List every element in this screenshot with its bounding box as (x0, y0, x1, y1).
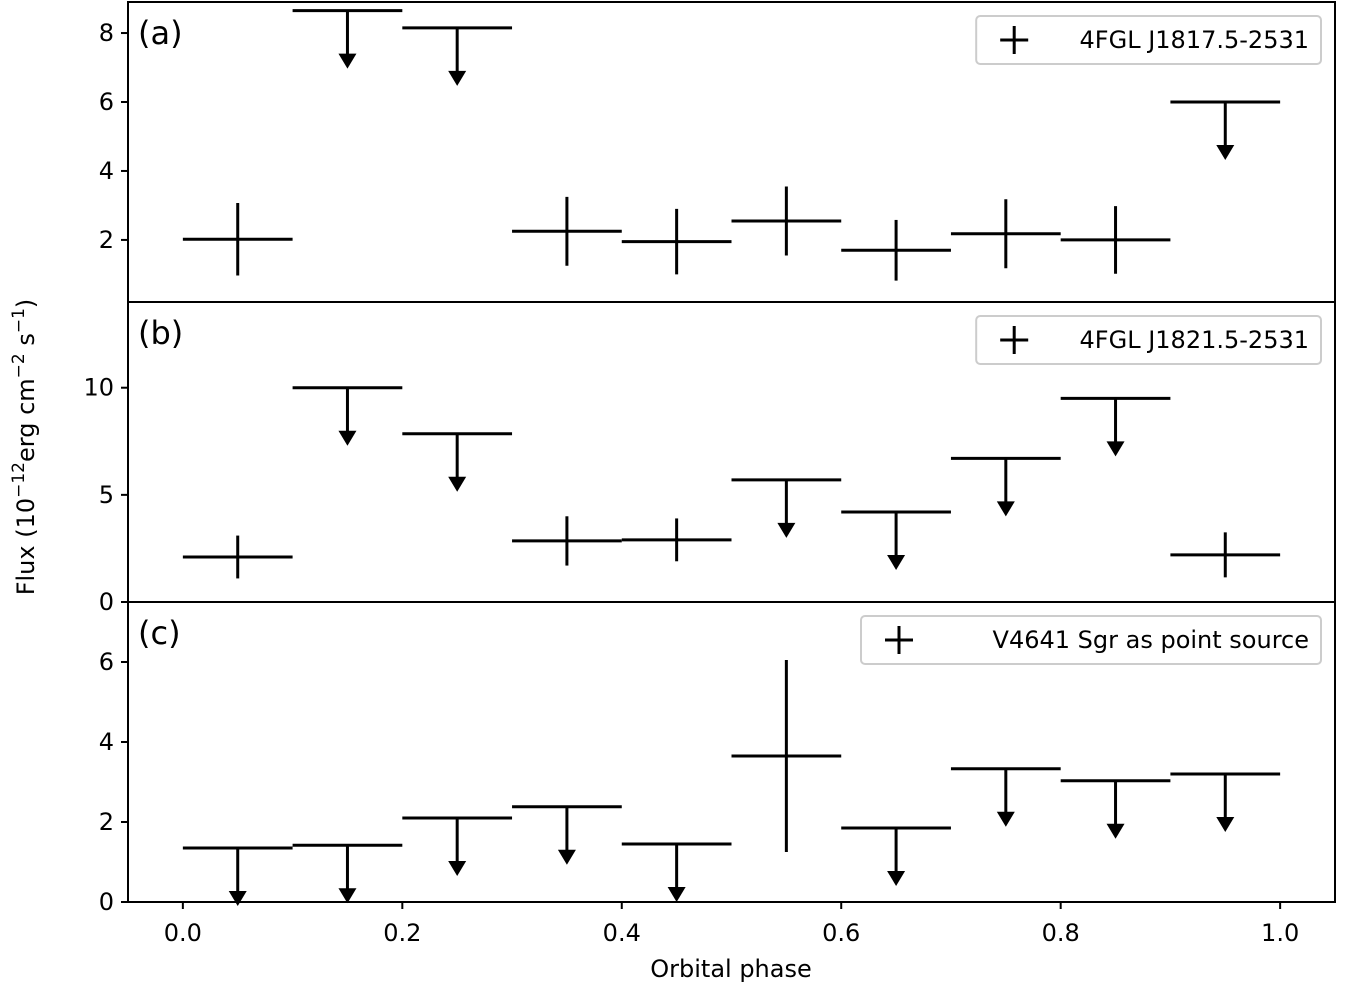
legend-label: V4641 Sgr as point source (993, 626, 1309, 654)
y-tick-label: 2 (99, 226, 114, 254)
y-axis-label: Flux (10−12erg cm−2 s−1) (9, 299, 40, 596)
x-axis-label: Orbital phase (650, 955, 812, 983)
upper-limit-arrowhead (448, 476, 467, 492)
x-tick-label: 1.0 (1261, 919, 1299, 947)
upper-limit-arrowhead (996, 811, 1015, 827)
upper-limit-arrowhead (667, 887, 686, 902)
y-tick-label: 0 (99, 888, 114, 916)
y-tick-label: 6 (99, 648, 114, 676)
panel-tag: (a) (138, 14, 183, 52)
panel-frame (127, 601, 1336, 903)
x-tick-label: 0.0 (164, 919, 202, 947)
legend-box (860, 615, 1322, 665)
legend-label: 4FGL J1817.5-2531 (1080, 26, 1309, 54)
panel-tag: (c) (138, 614, 181, 652)
upper-limit-arrowhead (448, 70, 467, 86)
upper-limit-arrowhead (1106, 441, 1125, 457)
x-tick-label: 0.4 (603, 919, 641, 947)
upper-limit-arrowhead (1216, 817, 1235, 832)
x-tick-label: 0.6 (822, 919, 860, 947)
y-tick-label: 4 (99, 157, 114, 185)
x-tick-label: 0.8 (1042, 919, 1080, 947)
upper-limit-arrowhead (996, 501, 1015, 517)
upper-limit-arrowhead (1106, 823, 1125, 839)
upper-limit-arrowhead (338, 888, 357, 904)
upper-limit-arrowhead (557, 849, 576, 865)
y-tick-label: 5 (99, 481, 114, 509)
y-tick-label: 8 (99, 19, 114, 47)
upper-limit-arrowhead (777, 522, 796, 538)
upper-limit-arrowhead (887, 555, 906, 570)
legend-box (975, 15, 1322, 65)
x-tick-label: 0.2 (383, 919, 421, 947)
y-tick-label: 0 (99, 588, 114, 616)
upper-limit-arrowhead (887, 871, 906, 886)
legend-box (975, 315, 1322, 365)
upper-limit-arrowhead (1216, 145, 1235, 160)
legend-label: 4FGL J1821.5-2531 (1080, 326, 1309, 354)
upper-limit-arrowhead (338, 53, 357, 69)
upper-limit-arrowhead (448, 861, 467, 876)
y-tick-label: 2 (99, 808, 114, 836)
y-tick-label: 6 (99, 88, 114, 116)
y-tick-label: 10 (83, 374, 114, 402)
panel-tag: (b) (138, 314, 183, 352)
y-tick-label: 4 (99, 728, 114, 756)
upper-limit-arrowhead (228, 891, 247, 906)
upper-limit-arrowhead (338, 430, 357, 446)
